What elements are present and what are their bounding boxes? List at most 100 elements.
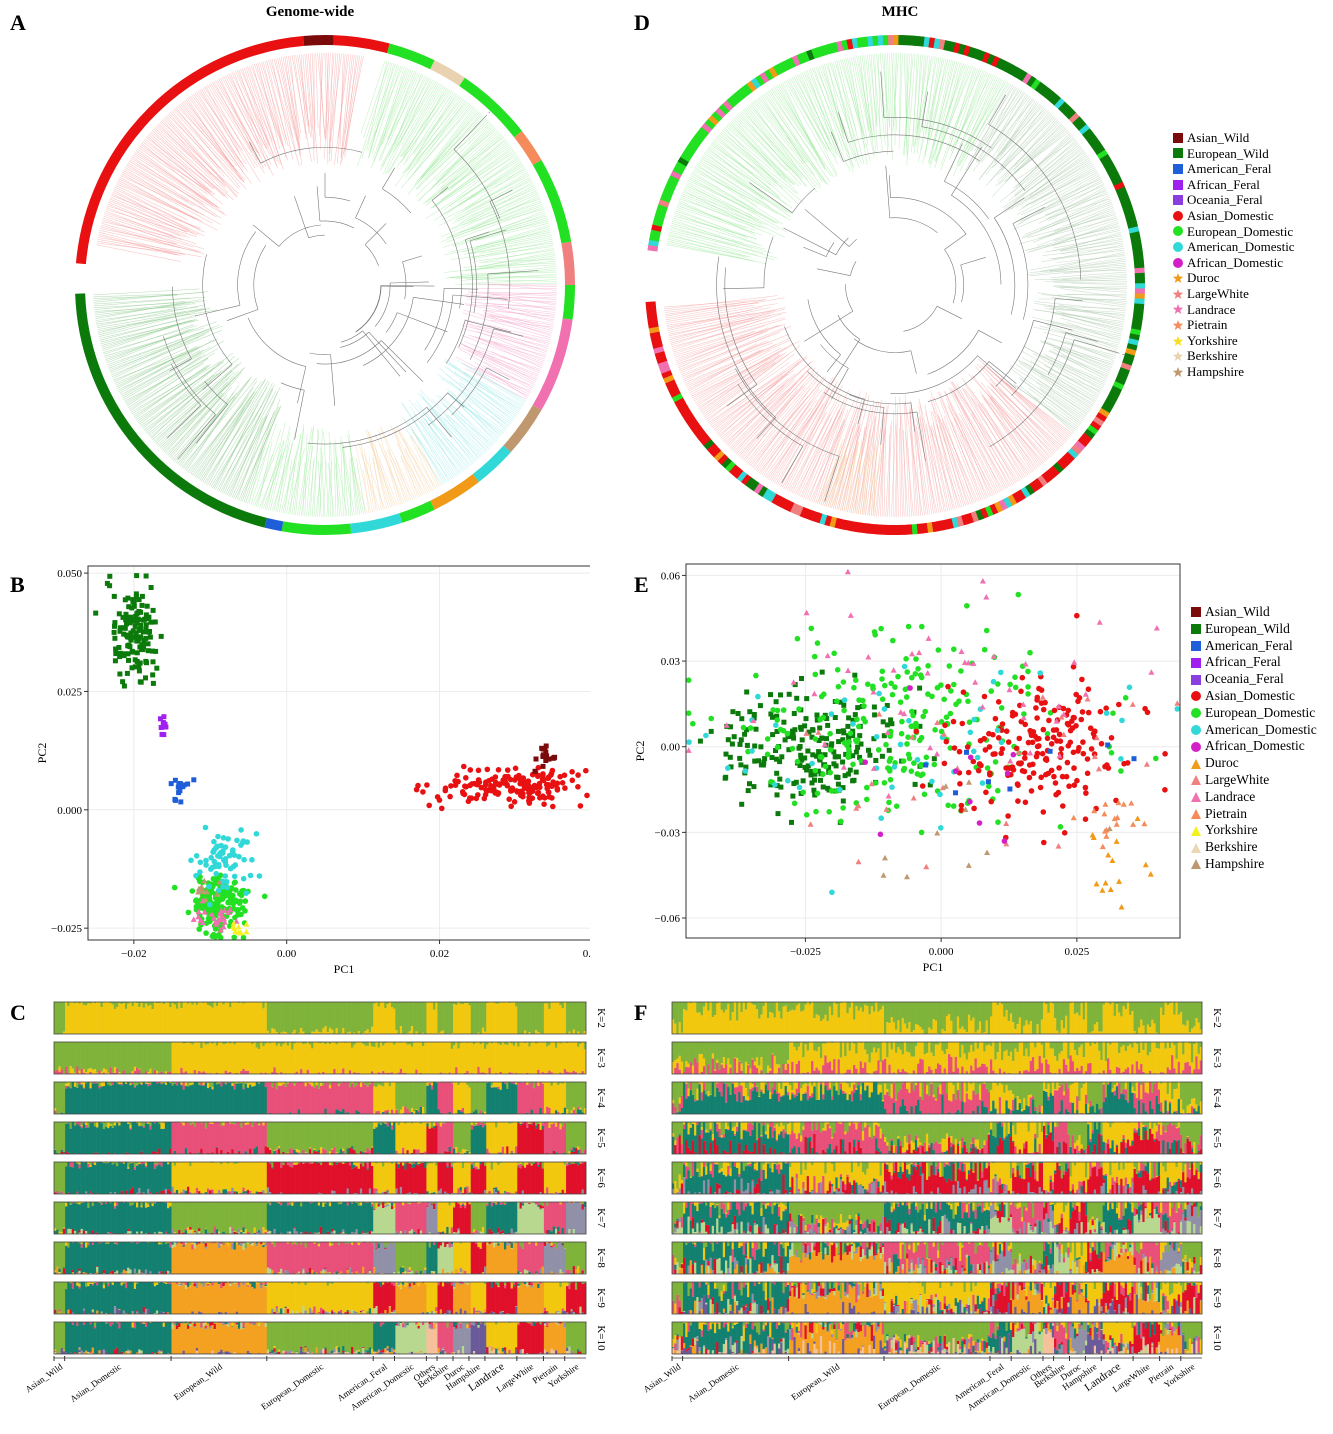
point-european-domestic	[879, 676, 885, 682]
point-european-wild	[867, 752, 873, 758]
point-european-wild	[154, 665, 160, 671]
point-european-wild	[150, 607, 156, 613]
point-european-wild	[758, 744, 764, 750]
point-european-wild	[886, 747, 892, 753]
point-landrace	[884, 729, 891, 735]
point-asian-domestic	[1046, 717, 1052, 724]
point-european-domestic	[898, 730, 905, 737]
point-asian-domestic	[508, 786, 514, 793]
point-american-domestic	[224, 884, 230, 891]
point-hampshire	[1106, 825, 1113, 832]
point-asian-domestic	[562, 785, 568, 791]
point-american-domestic	[938, 825, 944, 831]
point-asian-domestic	[569, 769, 575, 775]
point-asian-domestic	[945, 683, 951, 690]
point-european-domestic	[812, 671, 819, 678]
point-european-wild	[836, 739, 842, 745]
point-asian-domestic	[1082, 784, 1089, 791]
x-axis-label: PC1	[334, 962, 355, 976]
point-american-feral	[1047, 748, 1053, 754]
point-american-domestic	[247, 872, 254, 879]
point-european-domestic	[844, 742, 850, 749]
admixture-row-k3	[53, 1041, 587, 1075]
point-european-wild	[730, 709, 736, 715]
point-asian-domestic	[1060, 705, 1067, 712]
point-european-domestic	[947, 710, 954, 717]
point-landrace	[233, 918, 240, 924]
y-axis-label: PC2	[35, 743, 49, 764]
point-american-domestic	[215, 853, 221, 859]
point-asian-domestic	[1028, 788, 1035, 794]
point-european-domestic	[853, 677, 859, 683]
point-european-wild	[852, 672, 858, 678]
pca-legend-item-american-domestic: American_Domestic	[1188, 722, 1317, 739]
point-asian-domestic	[1034, 743, 1041, 750]
pca-legend-item-pietrain: Pietrain	[1188, 806, 1317, 823]
point-asian-domestic	[992, 715, 999, 722]
tree-legend-item-berkshire: Berkshire	[1170, 348, 1295, 364]
point-asian-domestic	[535, 789, 542, 796]
point-european-domestic	[887, 776, 894, 783]
tree-legend-item-asian-domestic: Asian_Domestic	[1170, 208, 1295, 224]
point-european-wild	[884, 703, 890, 708]
point-asian-domestic	[1034, 715, 1040, 721]
point-european-domestic	[899, 718, 905, 725]
point-asian-domestic	[990, 731, 996, 738]
point-european-wild	[144, 660, 149, 666]
k-label: K=8	[595, 1248, 607, 1268]
point-asian-domestic	[468, 795, 475, 801]
point-american-domestic	[1174, 706, 1181, 712]
point-european-domestic	[794, 758, 801, 765]
point-european-domestic	[814, 790, 821, 797]
point-european-domestic	[992, 759, 999, 765]
point-european-domestic	[941, 696, 947, 703]
point-pietrain	[1130, 821, 1137, 827]
point-asian-domestic	[1079, 676, 1085, 683]
point-american-feral	[191, 777, 197, 783]
point-asian-domestic	[447, 793, 453, 800]
point-asian-domestic	[1053, 727, 1060, 733]
point-american-feral	[168, 781, 174, 787]
point-european-domestic	[774, 744, 781, 751]
point-landrace	[685, 747, 692, 753]
point-european-domestic	[213, 880, 219, 887]
point-landrace	[221, 907, 228, 913]
point-european-wild	[761, 759, 767, 765]
point-european-wild	[120, 625, 126, 631]
tree-legend-item-hampshire: Hampshire	[1170, 364, 1295, 380]
point-asian-domestic	[1088, 746, 1095, 752]
point-european-domestic	[875, 747, 882, 753]
point-european-wild	[124, 614, 130, 620]
point-european-domestic	[956, 698, 962, 704]
legend-label: Berkshire	[1205, 839, 1258, 855]
point-asian-domestic	[551, 781, 557, 788]
point-european-wild	[751, 712, 757, 717]
point-european-domestic	[919, 623, 925, 630]
point-european-wild	[133, 591, 139, 597]
point-european-wild	[832, 754, 838, 760]
point-asian-domestic	[575, 784, 581, 790]
point-asian-domestic	[517, 780, 523, 787]
point-landrace	[190, 916, 197, 922]
point-asian-domestic	[463, 775, 469, 781]
point-european-wild	[731, 734, 737, 740]
point-european-wild	[143, 622, 149, 628]
point-european-wild	[153, 648, 159, 654]
tree-group-ring	[75, 35, 576, 535]
point-asian-domestic	[1066, 783, 1072, 789]
point-asian-domestic	[1055, 789, 1062, 796]
point-american-domestic	[1119, 717, 1125, 724]
point-european-domestic	[915, 666, 921, 672]
point-american-domestic	[873, 734, 880, 740]
point-asian-domestic	[1005, 739, 1012, 745]
point-european-wild	[881, 733, 887, 739]
point-asian-domestic	[473, 795, 480, 802]
point-european-domestic	[685, 710, 692, 716]
point-european-domestic	[690, 720, 696, 727]
point-european-wild	[884, 722, 890, 728]
point-asian-domestic	[537, 795, 543, 801]
triangle-marker-icon	[1188, 858, 1203, 870]
point-european-domestic	[901, 765, 908, 772]
point-european-wild	[140, 646, 146, 651]
point-asian-domestic	[1063, 773, 1070, 780]
